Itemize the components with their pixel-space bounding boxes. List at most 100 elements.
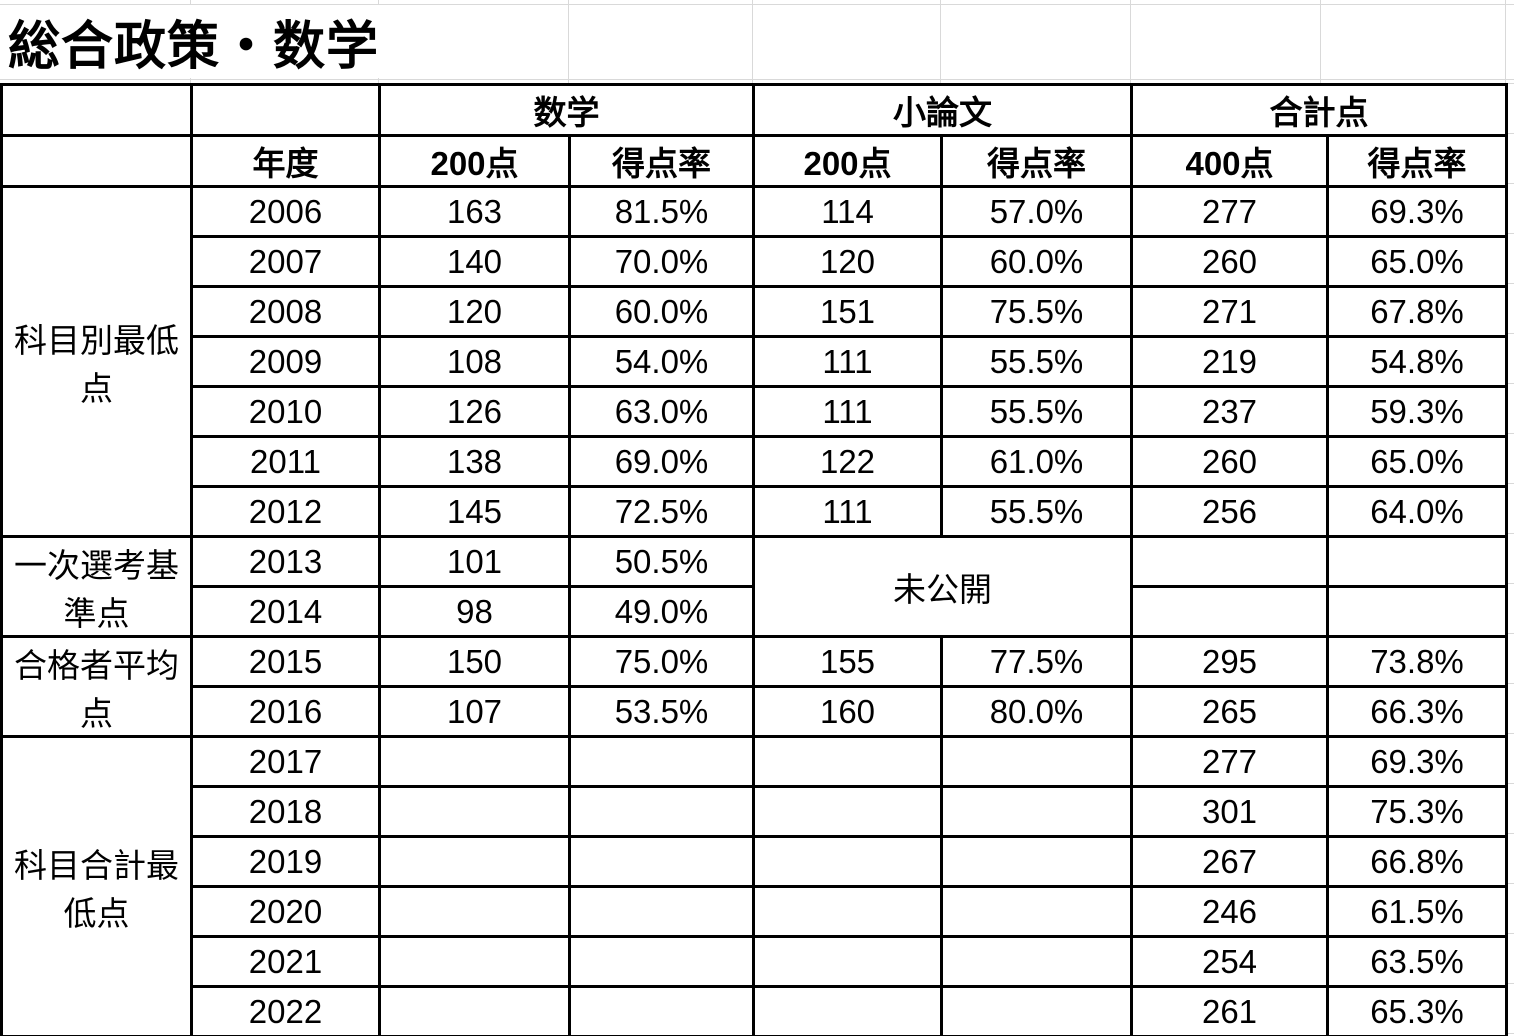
essay-rate-cell[interactable]: 60.0% — [940, 235, 1133, 288]
essay-rate-cell[interactable]: 55.5% — [940, 485, 1133, 538]
essay-rate-cell[interactable]: 77.5% — [940, 635, 1133, 688]
sheet-title[interactable]: 総合政策・数学 — [1, 5, 384, 78]
total-score-cell[interactable] — [1130, 535, 1329, 588]
year-cell[interactable]: 2006 — [190, 185, 381, 238]
total-rate-cell[interactable]: 69.3% — [1326, 185, 1508, 238]
essay-group-header[interactable]: 小論文 — [752, 83, 1133, 137]
essay-score-cell[interactable]: 111 — [752, 485, 943, 538]
math-rate-cell[interactable]: 53.5% — [568, 685, 755, 738]
math-rate-cell[interactable]: 70.0% — [568, 235, 755, 288]
total-score-cell[interactable]: 265 — [1130, 685, 1329, 738]
total-rate-cell[interactable]: 54.8% — [1326, 335, 1508, 388]
math-score-cell[interactable] — [378, 985, 571, 1036]
essay-rate-cell[interactable] — [940, 735, 1133, 788]
essay-rate-cell[interactable]: 55.5% — [940, 335, 1133, 388]
essay-score-cell[interactable]: 114 — [752, 185, 943, 238]
year-header[interactable]: 年度 — [190, 134, 381, 188]
math-score-cell[interactable] — [378, 935, 571, 988]
math-score-cell[interactable]: 163 — [378, 185, 571, 238]
essay-rate-cell[interactable] — [940, 935, 1133, 988]
total-rate-cell[interactable]: 59.3% — [1326, 385, 1508, 438]
math-score-cell[interactable]: 108 — [378, 335, 571, 388]
essay-score-cell[interactable]: 122 — [752, 435, 943, 488]
total-score-cell[interactable]: 254 — [1130, 935, 1329, 988]
group-label-first-screening[interactable]: 一次選考基準点 — [0, 535, 193, 638]
total-group-header[interactable]: 合計点 — [1130, 83, 1508, 137]
total-rate-cell[interactable]: 61.5% — [1326, 885, 1508, 938]
math-group-header[interactable]: 数学 — [378, 83, 755, 137]
essay-rate-cell[interactable] — [940, 885, 1133, 938]
total-score-cell[interactable]: 237 — [1130, 385, 1329, 438]
total-score-cell[interactable]: 260 — [1130, 235, 1329, 288]
essay-rate-cell[interactable]: 61.0% — [940, 435, 1133, 488]
total-rate-cell[interactable]: 67.8% — [1326, 285, 1508, 338]
math-rate-cell[interactable]: 81.5% — [568, 185, 755, 238]
essay-rate-cell[interactable]: 55.5% — [940, 385, 1133, 438]
undisclosed-note-cell[interactable]: 未公開 — [752, 535, 1133, 638]
year-cell[interactable]: 2012 — [190, 485, 381, 538]
total-score-cell[interactable]: 295 — [1130, 635, 1329, 688]
essay-rate-cell[interactable] — [940, 785, 1133, 838]
math-score-cell[interactable] — [378, 735, 571, 788]
year-cell[interactable]: 2021 — [190, 935, 381, 988]
essay-score-cell[interactable]: 120 — [752, 235, 943, 288]
year-cell[interactable]: 2013 — [190, 535, 381, 588]
essay-max-header[interactable]: 200点 — [752, 134, 943, 188]
year-cell[interactable]: 2015 — [190, 635, 381, 688]
year-cell[interactable]: 2007 — [190, 235, 381, 288]
math-rate-cell[interactable] — [568, 785, 755, 838]
total-score-cell[interactable]: 256 — [1130, 485, 1329, 538]
math-score-cell[interactable]: 145 — [378, 485, 571, 538]
total-score-cell[interactable]: 277 — [1130, 185, 1329, 238]
total-score-cell[interactable]: 261 — [1130, 985, 1329, 1036]
essay-score-cell[interactable]: 111 — [752, 335, 943, 388]
year-cell[interactable]: 2018 — [190, 785, 381, 838]
math-score-cell[interactable] — [378, 885, 571, 938]
math-rate-cell[interactable]: 72.5% — [568, 485, 755, 538]
total-score-cell[interactable]: 219 — [1130, 335, 1329, 388]
math-rate-cell[interactable] — [568, 985, 755, 1036]
group-label-pass-average[interactable]: 合格者平均点 — [0, 635, 193, 738]
year-cell[interactable]: 2008 — [190, 285, 381, 338]
math-rate-cell[interactable] — [568, 885, 755, 938]
total-rate-cell[interactable]: 65.0% — [1326, 435, 1508, 488]
group-label-subject-min[interactable]: 科目別最低点 — [0, 185, 193, 538]
math-score-cell[interactable]: 107 — [378, 685, 571, 738]
essay-rate-cell[interactable]: 57.0% — [940, 185, 1133, 238]
essay-rate-cell[interactable]: 80.0% — [940, 685, 1133, 738]
total-rate-cell[interactable]: 63.5% — [1326, 935, 1508, 988]
total-rate-cell[interactable]: 75.3% — [1326, 785, 1508, 838]
total-rate-cell[interactable]: 65.3% — [1326, 985, 1508, 1036]
year-cell[interactable]: 2011 — [190, 435, 381, 488]
math-score-cell[interactable] — [378, 835, 571, 888]
math-score-cell[interactable] — [378, 785, 571, 838]
total-rate-cell[interactable]: 65.0% — [1326, 235, 1508, 288]
essay-score-cell[interactable] — [752, 835, 943, 888]
essay-score-cell[interactable] — [752, 785, 943, 838]
math-score-cell[interactable]: 140 — [378, 235, 571, 288]
math-rate-cell[interactable]: 54.0% — [568, 335, 755, 388]
total-rate-cell[interactable] — [1326, 535, 1508, 588]
total-score-cell[interactable]: 260 — [1130, 435, 1329, 488]
math-rate-cell[interactable] — [568, 735, 755, 788]
total-score-cell[interactable] — [1130, 585, 1329, 638]
essay-rate-header[interactable]: 得点率 — [940, 134, 1133, 188]
total-rate-cell[interactable]: 73.8% — [1326, 635, 1508, 688]
essay-score-cell[interactable]: 155 — [752, 635, 943, 688]
year-cell[interactable]: 2009 — [190, 335, 381, 388]
year-cell[interactable]: 2022 — [190, 985, 381, 1036]
group-label-subject-total-min[interactable]: 科目合計最低点 — [0, 735, 193, 1036]
math-max-header[interactable]: 200点 — [378, 134, 571, 188]
essay-score-cell[interactable]: 111 — [752, 385, 943, 438]
math-score-cell[interactable]: 120 — [378, 285, 571, 338]
essay-score-cell[interactable] — [752, 735, 943, 788]
math-rate-header[interactable]: 得点率 — [568, 134, 755, 188]
total-rate-cell[interactable] — [1326, 585, 1508, 638]
essay-score-cell[interactable] — [752, 885, 943, 938]
essay-score-cell[interactable] — [752, 985, 943, 1036]
total-rate-cell[interactable]: 66.3% — [1326, 685, 1508, 738]
math-score-cell[interactable]: 150 — [378, 635, 571, 688]
essay-score-cell[interactable]: 151 — [752, 285, 943, 338]
math-score-cell[interactable]: 98 — [378, 585, 571, 638]
total-score-cell[interactable]: 277 — [1130, 735, 1329, 788]
